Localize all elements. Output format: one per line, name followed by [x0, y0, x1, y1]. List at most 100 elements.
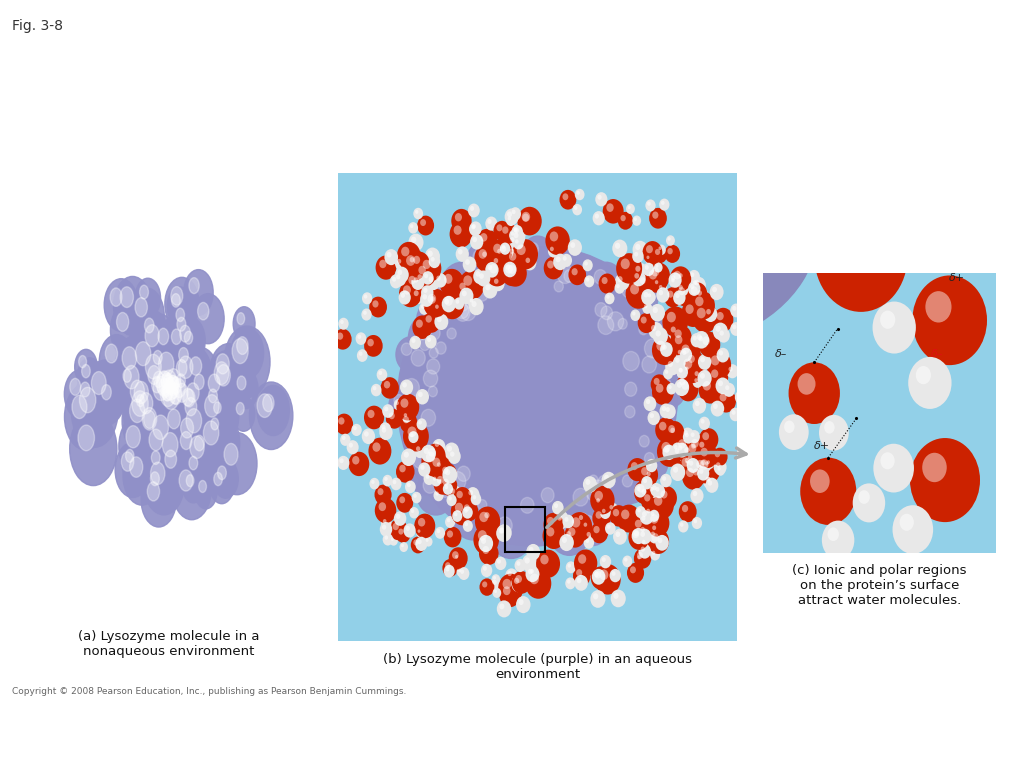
Circle shape	[478, 500, 486, 510]
Circle shape	[436, 481, 463, 512]
Circle shape	[642, 241, 663, 264]
Circle shape	[408, 426, 417, 437]
Circle shape	[204, 421, 219, 445]
Circle shape	[644, 452, 654, 464]
Circle shape	[460, 287, 473, 304]
Circle shape	[498, 574, 523, 603]
Circle shape	[348, 452, 370, 476]
Circle shape	[652, 551, 655, 554]
Circle shape	[489, 508, 532, 558]
Circle shape	[587, 532, 591, 537]
Circle shape	[543, 522, 565, 549]
Circle shape	[549, 256, 595, 309]
Circle shape	[413, 316, 432, 339]
Circle shape	[647, 263, 670, 289]
Circle shape	[674, 379, 689, 396]
Circle shape	[146, 368, 176, 415]
Circle shape	[556, 257, 560, 263]
Circle shape	[179, 470, 193, 491]
Circle shape	[502, 245, 505, 249]
Circle shape	[679, 368, 683, 372]
Circle shape	[824, 421, 835, 434]
Circle shape	[216, 354, 229, 374]
Circle shape	[386, 409, 402, 429]
Circle shape	[174, 340, 202, 383]
Circle shape	[684, 447, 689, 453]
Circle shape	[189, 456, 198, 470]
Circle shape	[423, 294, 427, 300]
Circle shape	[520, 498, 535, 513]
Circle shape	[695, 287, 709, 303]
Circle shape	[605, 522, 615, 535]
Circle shape	[127, 370, 168, 433]
Circle shape	[706, 478, 719, 493]
Circle shape	[700, 373, 705, 379]
Circle shape	[132, 391, 148, 416]
Circle shape	[414, 401, 456, 449]
Circle shape	[399, 412, 418, 433]
Circle shape	[434, 442, 439, 447]
Circle shape	[472, 495, 476, 499]
Circle shape	[340, 319, 344, 324]
Circle shape	[668, 248, 673, 254]
Circle shape	[646, 508, 650, 514]
Circle shape	[514, 578, 519, 584]
Circle shape	[649, 510, 659, 522]
Circle shape	[683, 430, 688, 435]
Circle shape	[494, 221, 510, 240]
Circle shape	[642, 489, 646, 495]
Circle shape	[557, 265, 573, 283]
Circle shape	[703, 459, 713, 471]
Circle shape	[682, 458, 689, 467]
Circle shape	[436, 276, 440, 281]
Circle shape	[122, 387, 165, 455]
Circle shape	[616, 253, 642, 283]
Circle shape	[428, 386, 437, 397]
Circle shape	[488, 260, 501, 275]
Circle shape	[676, 375, 693, 395]
Circle shape	[155, 420, 199, 490]
Circle shape	[165, 369, 197, 417]
Circle shape	[189, 436, 204, 458]
Circle shape	[655, 372, 685, 408]
Circle shape	[668, 290, 674, 298]
Circle shape	[671, 428, 675, 433]
Circle shape	[589, 475, 598, 486]
Circle shape	[923, 453, 947, 482]
Circle shape	[629, 525, 649, 550]
Circle shape	[509, 230, 519, 241]
Circle shape	[673, 355, 686, 370]
Circle shape	[694, 280, 699, 286]
Circle shape	[338, 318, 348, 329]
Circle shape	[647, 201, 651, 206]
Circle shape	[645, 265, 649, 270]
Circle shape	[561, 253, 572, 267]
Circle shape	[647, 528, 669, 554]
Circle shape	[80, 382, 90, 397]
Circle shape	[79, 356, 87, 368]
Circle shape	[420, 292, 433, 307]
Circle shape	[663, 476, 667, 481]
Circle shape	[701, 460, 706, 465]
Circle shape	[409, 276, 416, 284]
Circle shape	[513, 237, 523, 250]
Circle shape	[735, 391, 746, 404]
Circle shape	[365, 431, 369, 437]
Circle shape	[418, 539, 422, 545]
Circle shape	[153, 372, 196, 439]
Circle shape	[75, 349, 97, 385]
Circle shape	[514, 227, 519, 233]
Circle shape	[451, 488, 455, 494]
Circle shape	[652, 379, 674, 405]
Circle shape	[402, 382, 407, 388]
Circle shape	[159, 379, 169, 394]
Circle shape	[465, 522, 468, 526]
Circle shape	[409, 431, 419, 443]
Circle shape	[524, 558, 529, 564]
Circle shape	[679, 502, 696, 522]
Circle shape	[638, 528, 651, 545]
Circle shape	[157, 366, 185, 410]
Circle shape	[399, 496, 406, 503]
Circle shape	[697, 290, 702, 296]
Circle shape	[176, 359, 187, 376]
